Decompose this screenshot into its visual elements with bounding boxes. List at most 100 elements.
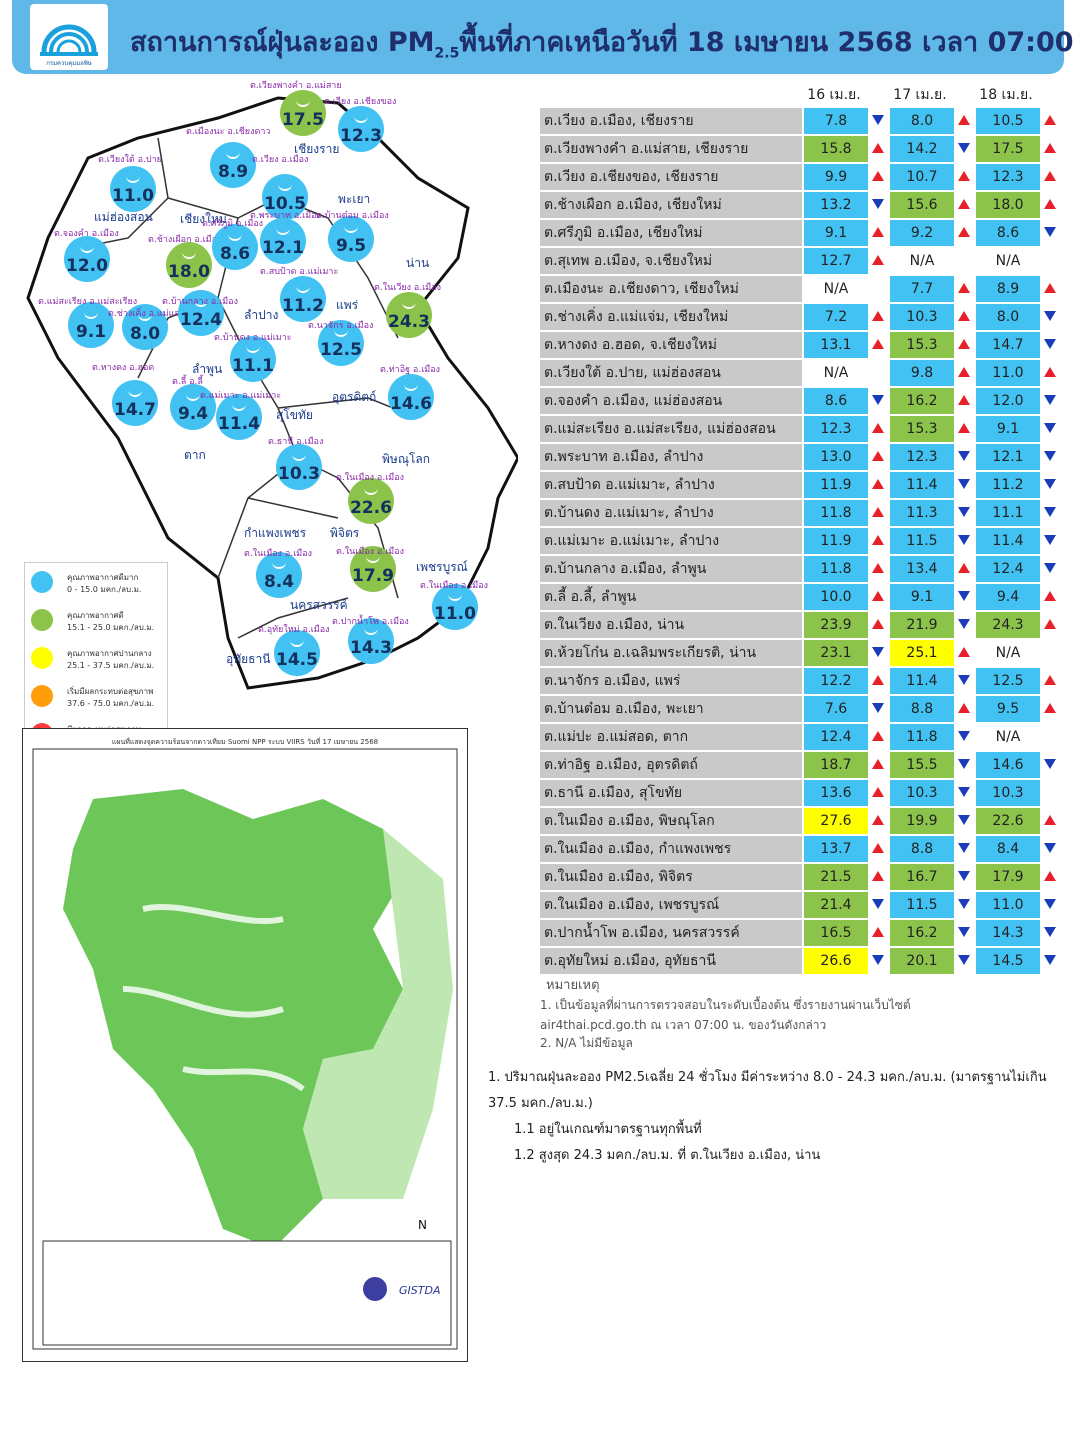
pm25-value-cell: 13.1	[804, 332, 868, 358]
pm25-value-cell: N/A	[976, 724, 1040, 750]
trend-down-icon	[1044, 451, 1056, 463]
pm25-value-cell: 16.2	[890, 920, 954, 946]
station-name: ต.เวียง อ.เชียงของ, เชียงราย	[540, 164, 802, 190]
station-value: 14.6	[390, 394, 432, 414]
pm25-value-cell: 11.0	[976, 892, 1040, 918]
station-name: ต.ในเมือง อ.เมือง, พิษณุโลก	[540, 808, 802, 834]
table-row: ต.ลี้ อ.ลี้, ลำพูน 10.0 9.1 9.4	[540, 584, 1060, 610]
trend-up-icon	[872, 451, 884, 463]
trend-up-icon	[872, 787, 884, 799]
station-marker: 8.0	[122, 304, 168, 350]
station-location-label: ต.ปากน้ำโพ อ.เมือง	[332, 617, 409, 627]
table-row: ต.นาจักร อ.เมือง, แพร่ 12.2 11.4 12.5	[540, 668, 1060, 694]
pm25-value-cell: 8.0	[890, 108, 954, 134]
station-value: 11.0	[112, 186, 154, 206]
pm25-value-cell: 8.4	[976, 836, 1040, 862]
smile-face-icon	[246, 343, 260, 353]
trend-down-icon	[1044, 843, 1056, 855]
station-marker: 8.4	[256, 552, 302, 598]
table-row: ต.ช่างเคิ่ง อ.แม่แจ่ม, เชียงใหม่ 7.2 10.3 8…	[540, 304, 1060, 330]
trend-down-icon	[958, 143, 970, 155]
station-marker: 14.7	[112, 380, 158, 426]
table-row: ต.สบป้าด อ.แม่เมาะ, ลำปาง 11.9 11.4 11.2	[540, 472, 1060, 498]
pm25-value-cell: 17.9	[976, 864, 1040, 890]
smile-face-icon	[366, 553, 380, 563]
province-label: พิจิตร	[330, 526, 360, 540]
station-location-label: ต.จองคำ อ.เมือง	[54, 229, 119, 239]
station-location-label: ต.สบป้าด อ.แม่เมาะ	[260, 267, 339, 277]
trend-up-icon	[872, 871, 884, 883]
table-row: ต.ท่าอิฐ อ.เมือง, อุตรดิตถ์ 18.7 15.5 14.6	[540, 752, 1060, 778]
pm25-value-cell: 9.1	[890, 584, 954, 610]
pm25-value-cell: 11.0	[976, 360, 1040, 386]
title-main: สถานการณ์ฝุ่นละออง PM	[130, 27, 435, 58]
station-value: 24.3	[388, 312, 430, 332]
trend-down-icon	[958, 815, 970, 827]
trend-up-icon	[958, 395, 970, 407]
trend-up-icon	[1044, 367, 1056, 379]
table-row: ต.แม่สะเรียง อ.แม่สะเรียง, แม่ฮ่องสอน 12.…	[540, 416, 1060, 442]
pm25-value-cell: 12.3	[976, 164, 1040, 190]
station-marker: 17.9	[350, 546, 396, 592]
pm25-value-cell: 9.2	[890, 220, 954, 246]
summary-line: 1.1 อยู่ในเกณฑ์มาตรฐานทุกพื้นที่	[514, 1122, 702, 1137]
note-line: 1. เป็นข้อมูลที่ผ่านการตรวจสอบในระดับเบื…	[540, 998, 911, 1012]
station-marker: 11.0	[110, 166, 156, 212]
station-value: 11.4	[218, 414, 260, 434]
trend-up-icon	[1044, 675, 1056, 687]
pm25-value-cell: 9.8	[890, 360, 954, 386]
station-marker: 18.0	[166, 242, 212, 288]
smile-face-icon	[354, 113, 368, 123]
pm25-value-cell: 21.9	[890, 612, 954, 638]
trend-up-icon	[958, 199, 970, 211]
smile-face-icon	[126, 173, 140, 183]
station-location-label: ต.ในเวียง อ.เมือง	[374, 283, 441, 293]
trend-down-icon	[872, 115, 884, 127]
pm25-value-cell: 19.9	[890, 808, 954, 834]
station-marker: 12.3	[338, 106, 384, 152]
trend-down-icon	[1044, 535, 1056, 547]
pm25-value-cell: 9.9	[804, 164, 868, 190]
column-header-day2: 17 เม.ย.	[893, 87, 947, 103]
trend-down-icon	[872, 703, 884, 715]
pm25-value-cell: 8.0	[976, 304, 1040, 330]
trend-up-icon	[1044, 815, 1056, 827]
station-name: ต.ช่างเคิ่ง อ.แม่แจ่ม, เชียงใหม่	[540, 304, 802, 330]
pm25-value-cell: 14.7	[976, 332, 1040, 358]
pm25-value-cell: 18.0	[976, 192, 1040, 218]
station-marker: 11.4	[216, 394, 262, 440]
station-name: ต.จองคำ อ.เมือง, แม่ฮ่องสอน	[540, 388, 802, 414]
pm25-value-cell: 18.7	[804, 752, 868, 778]
trend-down-icon	[872, 647, 884, 659]
station-value: 10.3	[278, 464, 320, 484]
station-name: ต.เมืองนะ อ.เชียงดาว, เชียงใหม่	[540, 276, 802, 302]
pm25-value-cell: 12.3	[804, 416, 868, 442]
trend-up-icon	[872, 423, 884, 435]
pm25-value-cell: 10.3	[890, 780, 954, 806]
station-marker: 10.5	[262, 174, 308, 220]
smile-face-icon	[404, 381, 418, 391]
smile-face-icon	[84, 309, 98, 319]
province-label: นครสวรรค์	[290, 598, 348, 612]
pm25-value-cell: 10.3	[890, 304, 954, 330]
table-row: ต.บ้านดง อ.แม่เมาะ, ลำปาง 11.8 11.3 11.1	[540, 500, 1060, 526]
province-label: อุทัยธานี	[226, 652, 271, 666]
station-value: 9.1	[75, 322, 107, 342]
trend-up-icon	[958, 703, 970, 715]
trend-down-icon	[958, 787, 970, 799]
smile-face-icon	[292, 451, 306, 461]
trend-up-icon	[1044, 871, 1056, 883]
table-row: ต.เวียง อ.เมือง, เชียงราย 7.8 8.0 10.5	[540, 108, 1060, 134]
pm25-value-cell: 8.6	[804, 388, 868, 414]
trend-down-icon	[1044, 927, 1056, 939]
pm25-value-cell: N/A	[804, 360, 868, 386]
table-row: ต.เวียงใต้ อ.ปาย, แม่ฮ่องสอน N/A 9.8 11.0	[540, 360, 1060, 386]
pm25-value-cell: 15.8	[804, 136, 868, 162]
smile-face-icon	[186, 391, 200, 401]
smile-face-icon	[334, 327, 348, 337]
pm25-value-cell: 10.0	[804, 584, 868, 610]
pm25-value-cell: 8.8	[890, 696, 954, 722]
pm25-value-cell: 15.5	[890, 752, 954, 778]
table-row: ต.ในเมือง อ.เมือง, เพชรบูรณ์ 21.4 11.5 11.0	[540, 892, 1060, 918]
trend-up-icon	[958, 367, 970, 379]
